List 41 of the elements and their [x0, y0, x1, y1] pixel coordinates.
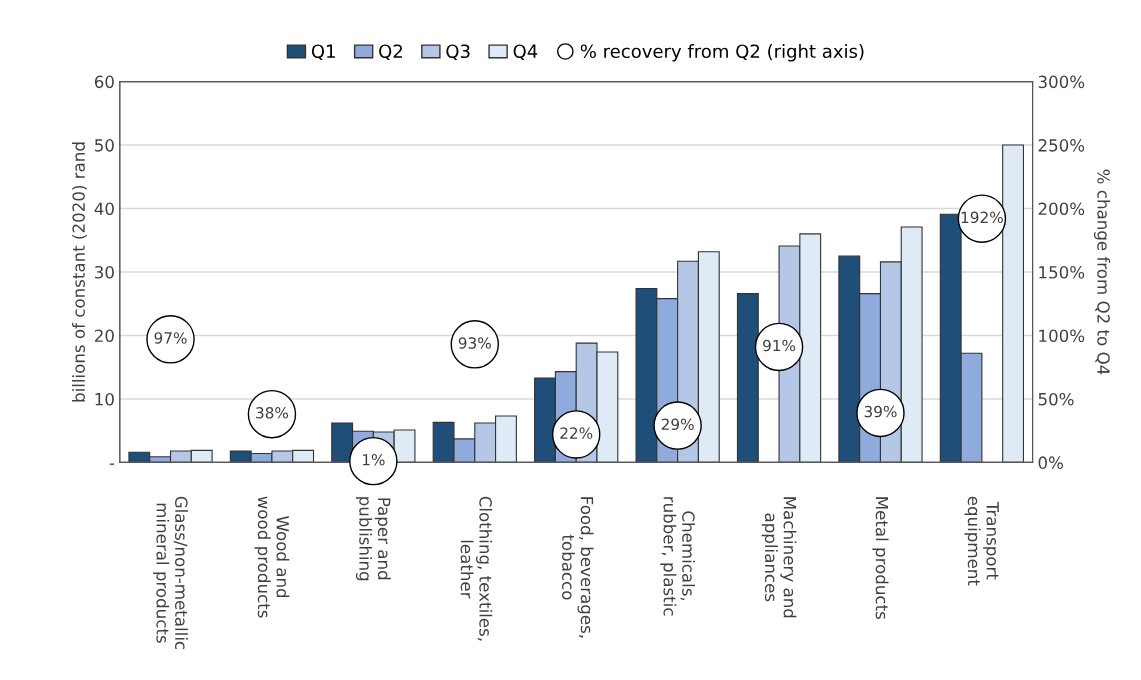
x-tick-label: Clothing, textiles, leather [460, 496, 493, 641]
y2-tick-label: 200% [1038, 202, 1085, 216]
x-tick-label: Glass/non-metallic mineral products [153, 496, 188, 650]
y2-tick-label: 50% [1038, 392, 1074, 406]
y2-axis-title: % change from Q2 to Q4 [1093, 169, 1111, 375]
legend-label: Q1 [311, 44, 335, 61]
x-tick-label: Chemicals, rubber, plastic [660, 497, 696, 616]
y2-tick-label: 300% [1038, 75, 1085, 89]
y2-tick-label: 150% [1039, 265, 1085, 279]
x-tick-label: Paper and publishing [355, 497, 391, 581]
x-tick-label: Wood and wood products [254, 496, 290, 618]
data-label: 29% [661, 418, 694, 431]
y-tick-label: 60 [94, 75, 114, 89]
x-tick-label: Food, beverages, tobacco [562, 497, 594, 638]
y2-tick-label: 0% [1038, 456, 1063, 469]
y-tick-label: 20 [94, 329, 114, 343]
y-tick-label: 40 [94, 202, 114, 216]
y-tick-label: 10 [95, 392, 114, 406]
legend-label: Q3 [446, 44, 470, 61]
legend-label: % recovery from Q2 (right axis) [580, 44, 864, 62]
y2-tick-label: 250% [1038, 139, 1085, 152]
bar [736, 293, 759, 463]
bar [1002, 144, 1025, 463]
data-label: 22% [560, 427, 593, 439]
x-tick-label: Machinery and appliances [761, 497, 797, 618]
data-label: 91% [763, 339, 796, 352]
y2-tick-label: 100% [1039, 329, 1085, 343]
x-tick-label: Transport equipment [964, 496, 999, 586]
y-axis-title: billions of constant (2020) rand [72, 142, 87, 402]
y-tick-label: - [109, 463, 115, 465]
legend-label: Q4 [513, 44, 538, 61]
y-tick-label: 50 [95, 139, 114, 152]
data-label: 1% [362, 454, 385, 466]
x-tick-label: Metal products [872, 497, 889, 620]
data-label: 192% [961, 211, 1003, 224]
legend-label: Q2 [379, 44, 402, 61]
data-label: 39% [864, 405, 897, 418]
data-label: 38% [256, 407, 289, 419]
y-tick-label: 30 [95, 265, 114, 279]
data-label: 93% [458, 337, 491, 349]
data-label: 97% [154, 332, 187, 344]
